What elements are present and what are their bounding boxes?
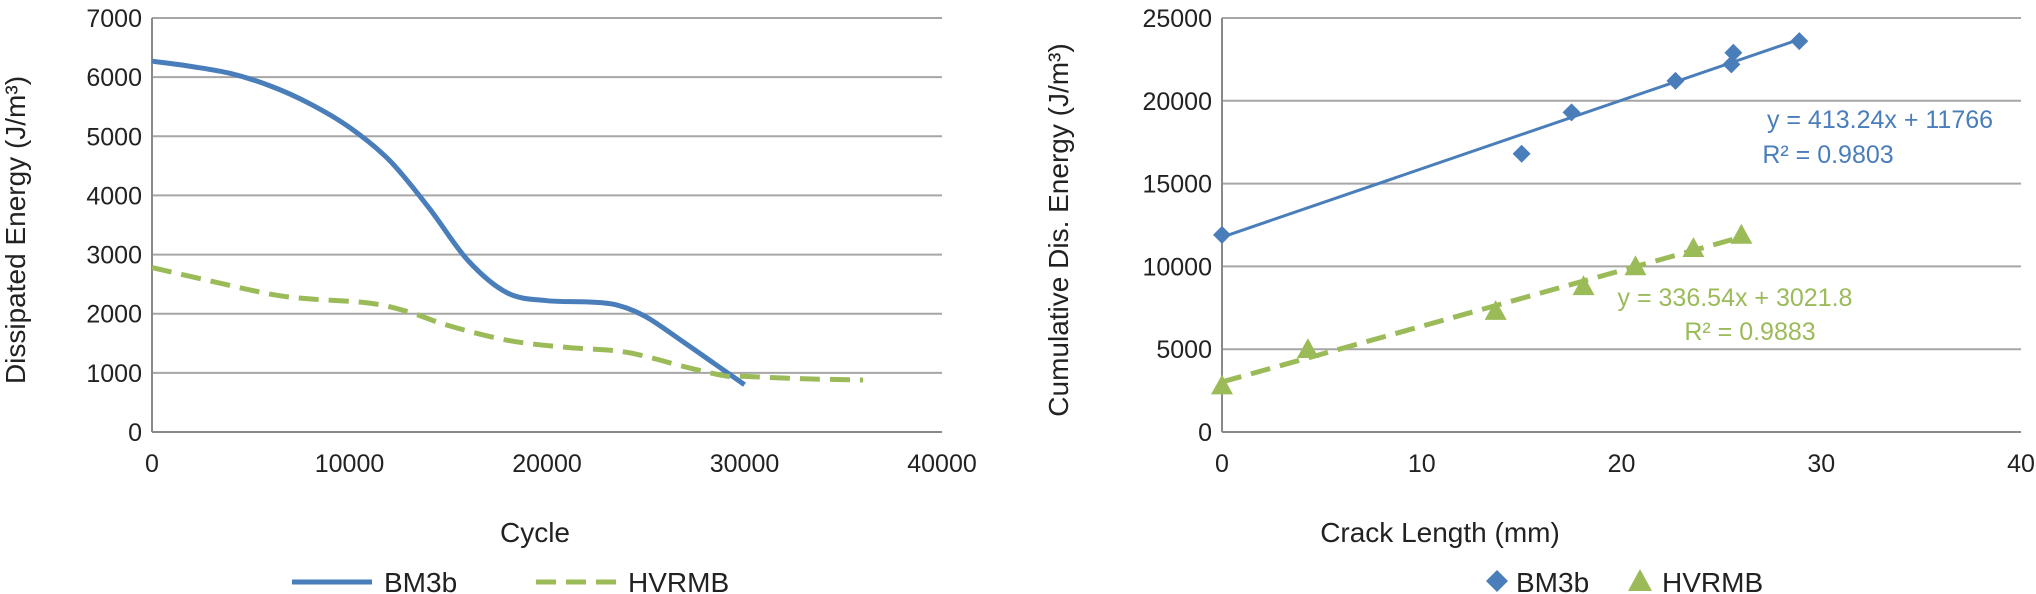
trend-equation-bm3b: y = 413.24x + 11766: [1767, 106, 1993, 134]
y-tick-label: 10000: [1142, 253, 1212, 281]
x-tick-label: 0: [145, 450, 159, 478]
data-point-bm3b: [1666, 71, 1685, 90]
x-tick-label: 10000: [315, 450, 385, 478]
x-tick-label: 30: [1807, 450, 1835, 478]
x-tick-label: 0: [1215, 450, 1229, 478]
y-tick-label: 15000: [1142, 171, 1212, 199]
data-point-bm3b: [1213, 225, 1231, 244]
dissipated-energy-chart: 0 1000 2000 3000 4000 5000 6000 7000 0 10000 20000…: [0, 5, 977, 594]
trend-r2-hvrmb: R² = 0.9883: [1684, 318, 1815, 346]
series-line-hvrmb: [151, 265, 864, 383]
chart0-gridlines: [151, 17, 942, 433]
y-tick-label: 1000: [86, 360, 142, 388]
legend-label-hvrmb: HVRMB: [628, 567, 729, 594]
y-tick-label: 5000: [1156, 336, 1212, 364]
y-tick-label: 6000: [86, 64, 142, 92]
chart1-y-axis-title: Cumulative Dis. Energy (J/m³): [1043, 43, 1074, 416]
trend-equation-hvrmb: y = 336.54x + 3021.8: [1618, 284, 1853, 312]
chart1-gridlines: [1221, 17, 2021, 433]
legend-marker-bm3b: [1486, 570, 1508, 592]
y-tick-label: 0: [128, 419, 142, 447]
y-tick-label: 0: [1198, 419, 1212, 447]
chart0-x-axis-title: Cycle: [500, 517, 570, 548]
legend-marker-hvrmb: [1628, 569, 1652, 591]
x-tick-label: 20: [1608, 450, 1636, 478]
data-point-hvrmb: [1572, 275, 1595, 296]
legend-label-hvrmb-scatter: HVRMB: [1662, 567, 1763, 594]
cumulative-energy-chart: 0 5000 10000 15000 20000 25000 0 10 20 30 40 Crack…: [1043, 5, 2035, 594]
data-point-bm3b: [1512, 144, 1531, 163]
data-point-hvrmb: [1211, 374, 1233, 395]
data-point-bm3b: [1722, 55, 1741, 74]
chart0-series: [151, 58, 864, 387]
chart1-tick-labels: 0 5000 10000 15000 20000 25000 0 10 20 30 40: [1142, 5, 2034, 478]
chart0-legend: BM3b HVRMB: [292, 567, 729, 594]
trend-r2-bm3b: R² = 0.9803: [1762, 141, 1893, 169]
x-tick-label: 30000: [710, 450, 780, 478]
x-tick-label: 10: [1408, 450, 1436, 478]
data-point-hvrmb: [1730, 223, 1753, 244]
x-tick-label: 40000: [907, 450, 977, 478]
x-tick-label: 40: [2007, 450, 2035, 478]
chart1-x-axis-title: Crack Length (mm): [1320, 517, 1560, 548]
chart0-tick-labels: 0 1000 2000 3000 4000 5000 6000 7000 0 10000 20000…: [86, 5, 976, 478]
y-tick-label: 25000: [1142, 5, 1212, 33]
legend-label-bm3b: BM3b: [384, 567, 457, 594]
chart0-y-axis-title: Dissipated Energy (J/m³): [0, 76, 31, 384]
y-tick-label: 2000: [86, 301, 142, 329]
series-line-bm3b: [151, 58, 746, 387]
chart1-legend: BM3b HVRMB: [1486, 567, 1763, 594]
data-point-hvrmb: [1484, 300, 1507, 320]
x-tick-label: 20000: [512, 450, 582, 478]
data-point-bm3b: [1790, 32, 1809, 51]
y-tick-label: 7000: [86, 5, 142, 33]
trendline-bm3b: [1221, 37, 1800, 239]
data-point-hvrmb: [1682, 237, 1705, 257]
data-point-bm3b: [1724, 43, 1743, 62]
data-point-bm3b: [1562, 103, 1581, 122]
data-point-hvrmb: [1624, 255, 1647, 276]
y-tick-label: 20000: [1142, 88, 1212, 116]
chart1-series: [1211, 32, 1809, 395]
y-tick-label: 3000: [86, 242, 142, 270]
data-point-hvrmb: [1296, 338, 1319, 358]
legend-label-bm3b-scatter: BM3b: [1516, 567, 1589, 594]
y-tick-label: 4000: [86, 182, 142, 210]
y-tick-label: 5000: [86, 123, 142, 151]
